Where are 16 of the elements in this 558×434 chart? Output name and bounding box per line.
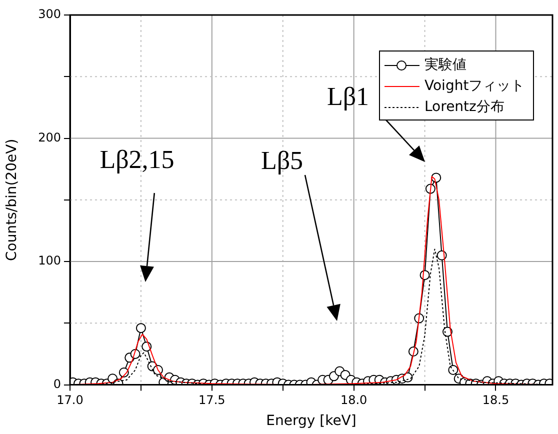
- x-axis-title: Energy [keV]: [266, 413, 356, 430]
- y-tick-label: 300: [38, 7, 61, 22]
- legend-label: Voightフィット: [424, 78, 525, 94]
- y-axis-title: Counts/bin(20eV): [4, 138, 20, 261]
- legend-label: 実験値: [424, 57, 466, 74]
- annotation: Lβ1: [326, 82, 370, 111]
- annotation: Lβ2,15: [100, 144, 174, 174]
- x-tick-label: 18.0: [340, 393, 368, 408]
- x-tick-label: 17.0: [56, 393, 84, 408]
- legend-label: Lorentz分布: [424, 99, 504, 116]
- x-tick-label: 18.5: [482, 393, 510, 408]
- annotation: Lβ5: [260, 146, 304, 175]
- y-tick-label: 200: [38, 130, 61, 144]
- x-tick-label: 17.5: [198, 393, 226, 408]
- y-tick-label: 0: [53, 376, 61, 391]
- y-tick-label: 100: [38, 254, 61, 268]
